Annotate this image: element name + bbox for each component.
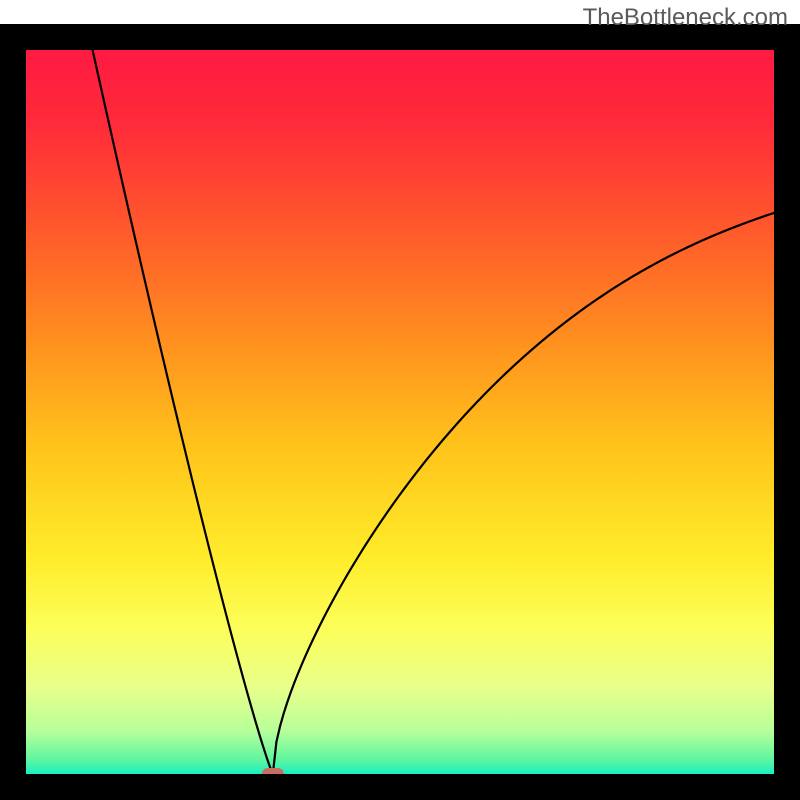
bottleneck-chart: TheBottleneck.com xyxy=(0,0,800,800)
gradient-background xyxy=(26,50,774,774)
plot-canvas xyxy=(0,0,800,800)
watermark-text: TheBottleneck.com xyxy=(583,4,788,32)
